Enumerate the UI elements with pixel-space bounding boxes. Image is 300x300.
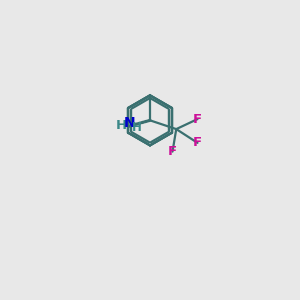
Text: N: N — [124, 116, 135, 130]
Text: H: H — [116, 119, 127, 132]
Text: H: H — [132, 121, 141, 134]
Text: F: F — [193, 136, 202, 149]
Text: F: F — [193, 112, 202, 126]
Text: F: F — [168, 145, 177, 158]
